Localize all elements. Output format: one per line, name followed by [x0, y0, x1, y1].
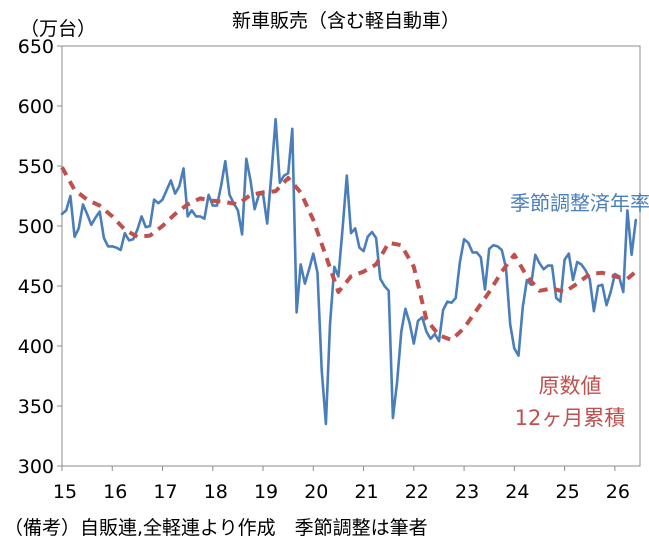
series-layer: [60, 117, 638, 426]
y-tick-label: 650: [18, 36, 54, 58]
y-tick-label: 300: [18, 456, 54, 478]
x-tick-label: 18: [204, 481, 228, 503]
x-tick-label: 20: [304, 481, 328, 503]
y-axis: 300 350 400 450 500 550 600 650: [18, 36, 62, 478]
x-tick-label: 19: [254, 481, 278, 503]
x-tick-label: 24: [505, 481, 529, 503]
y-tick-label: 350: [18, 396, 54, 418]
y-tick-label: 500: [18, 216, 54, 238]
source-note: （備考）自販連,全軽連より作成 季節調整は筆者: [4, 517, 428, 539]
x-axis: 15 16 17 18 19 20 21 22 23 24 25 26: [53, 466, 630, 503]
x-tick-label: 21: [354, 481, 378, 503]
plot-border: [61, 45, 641, 467]
chart-title: 新車販売（含む軽自動車）: [232, 10, 460, 32]
x-tick-label: 17: [153, 481, 177, 503]
series-label-cumulative-line: 原数値: [539, 374, 602, 398]
series-labels: 季節調整済年率換算原数値 12ヶ月累積: [510, 191, 649, 430]
y-tick-label: 600: [18, 96, 54, 118]
y-tick-label: 450: [18, 276, 54, 298]
unit-label: （万台）: [20, 18, 96, 40]
x-tick-label: 23: [455, 481, 479, 503]
x-tick-label: 22: [405, 481, 429, 503]
series-line-seasonally-adjusted: [60, 117, 638, 426]
plot-area: [61, 45, 641, 467]
x-tick-label: 16: [103, 481, 127, 503]
y-tick-label: 550: [18, 156, 54, 178]
x-tick-label: 25: [556, 481, 580, 503]
y-tick-label: 400: [18, 336, 54, 358]
series-line-cumulative: [60, 166, 638, 342]
x-tick-label: 15: [53, 481, 77, 503]
series-label-cumulative-line: 12ヶ月累積: [515, 406, 626, 430]
x-tick-label: 26: [606, 481, 630, 503]
series-label-seasonally-adjusted: 季節調整済年率換算: [510, 191, 649, 215]
